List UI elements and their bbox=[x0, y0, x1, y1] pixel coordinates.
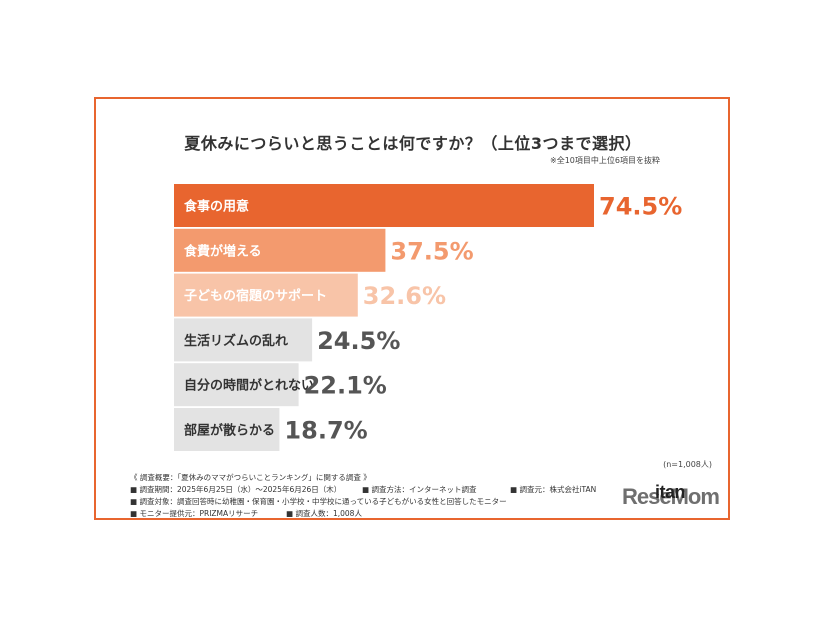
bar-label-2: 食費が増える bbox=[184, 243, 262, 259]
chart-title: 夏休みにつらいと思うことは何ですか？（上位3つまで選択） bbox=[184, 134, 642, 153]
bar-label-3: 子どもの宿題のサポート bbox=[184, 288, 327, 304]
bar-4 bbox=[174, 318, 313, 362]
survey-source: ■ 調査元：株式会社iTAN bbox=[510, 485, 597, 494]
survey-count: ■ 調査人数：1,008人 bbox=[286, 509, 362, 518]
resemom-watermark: ReseMom bbox=[622, 484, 720, 509]
survey-heading: 《 調査概要：「夏休みのママがつらいことランキング」に関する調査 》 bbox=[130, 473, 371, 482]
survey-summary: 《 調査概要：「夏休みのママがつらいことランキング」に関する調査 》 ■ 調査期… bbox=[130, 472, 596, 520]
value-label-5: 22.1% bbox=[304, 372, 387, 400]
bar-6 bbox=[174, 408, 280, 451]
chart-subnote: ※全10項目中上位6項目を抜粋 bbox=[550, 156, 660, 165]
survey-row-3: ■ モニター提供元：PRIZMAリサーチ ■ 調査人数：1,008人 bbox=[130, 508, 596, 520]
bar-label-1: 食事の用意 bbox=[184, 199, 249, 215]
bar-1 bbox=[174, 184, 594, 227]
itan-logo: itan bbox=[655, 482, 686, 502]
value-label-6: 18.7% bbox=[284, 417, 367, 445]
bar-5 bbox=[174, 363, 299, 407]
value-label-1: 74.5% bbox=[599, 193, 682, 221]
value-label-3: 32.6% bbox=[363, 282, 446, 310]
bar-label-6: 部屋が散らかる bbox=[184, 423, 275, 439]
bar-label-5: 自分の時間がとれない bbox=[184, 378, 314, 394]
survey-provider: ■ モニター提供元：PRIZMAリサーチ bbox=[130, 509, 259, 518]
survey-target: ■ 調査対象：調査回答時に幼稚園・保育園・小学校・中学校に通っている子どもがいる… bbox=[130, 497, 507, 506]
bar-label-4: 生活リズムの乱れ bbox=[184, 333, 288, 349]
survey-period: ■ 調査期間：2025年6月25日（水）～2025年6月26日（木） bbox=[130, 485, 342, 494]
bar-3 bbox=[174, 273, 358, 317]
value-label-4: 24.5% bbox=[317, 327, 400, 355]
survey-method: ■ 調査方法：インターネット調査 bbox=[362, 485, 477, 494]
sample-size-note: (n=1,008人) bbox=[663, 460, 712, 469]
survey-row-1: ■ 調査期間：2025年6月25日（水）～2025年6月26日（木） ■ 調査方法… bbox=[130, 484, 596, 496]
value-label-2: 37.5% bbox=[390, 237, 473, 265]
bar-2 bbox=[174, 228, 386, 272]
